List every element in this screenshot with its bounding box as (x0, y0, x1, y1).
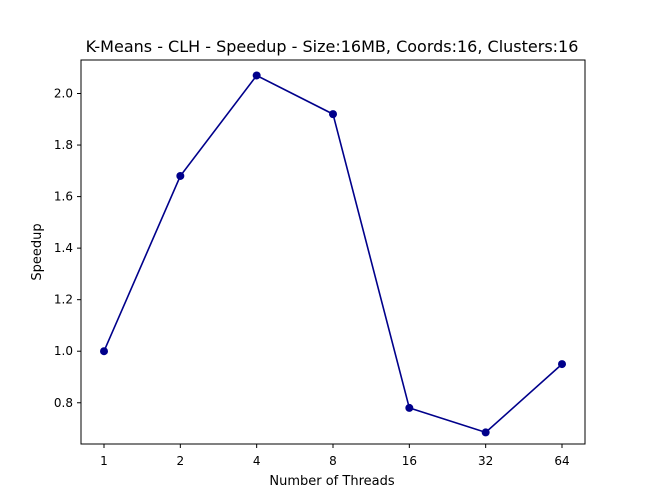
data-point (100, 347, 108, 356)
chart-title: K-Means - CLH - Speedup - Size:16MB, Coo… (86, 37, 579, 56)
y-tick-label: 1.8 (54, 138, 73, 152)
data-point (481, 428, 490, 437)
x-tick-label: 1 (100, 454, 108, 468)
x-tick-label: 4 (253, 454, 261, 468)
x-tick-label: 16 (402, 454, 417, 468)
x-tick-label: 8 (329, 454, 337, 468)
y-tick-label: 1.6 (54, 190, 73, 204)
y-tick-label: 2.0 (54, 87, 73, 101)
data-point (329, 110, 337, 119)
plot-area (80, 59, 586, 445)
data-point (252, 71, 261, 80)
x-tick-label: 2 (177, 454, 185, 468)
series-group (100, 71, 566, 437)
x-axis-label: Number of Threads (269, 474, 394, 489)
x-tick-label: 64 (554, 454, 569, 468)
x-axis: 1 2 4 8 16 32 64 (100, 444, 570, 468)
y-axis: 0.8 1.0 1.2 1.4 1.6 1.8 2.0 (54, 87, 81, 410)
y-tick-label: 1.0 (54, 344, 73, 358)
y-axis-label: Speedup (30, 223, 45, 280)
y-tick-label: 1.4 (54, 241, 73, 255)
y-tick-label: 0.8 (54, 396, 73, 410)
x-tick-label: 32 (478, 454, 493, 468)
data-point (405, 403, 414, 412)
data-point (558, 360, 566, 369)
data-point (176, 171, 185, 180)
y-tick-label: 1.2 (54, 293, 73, 307)
